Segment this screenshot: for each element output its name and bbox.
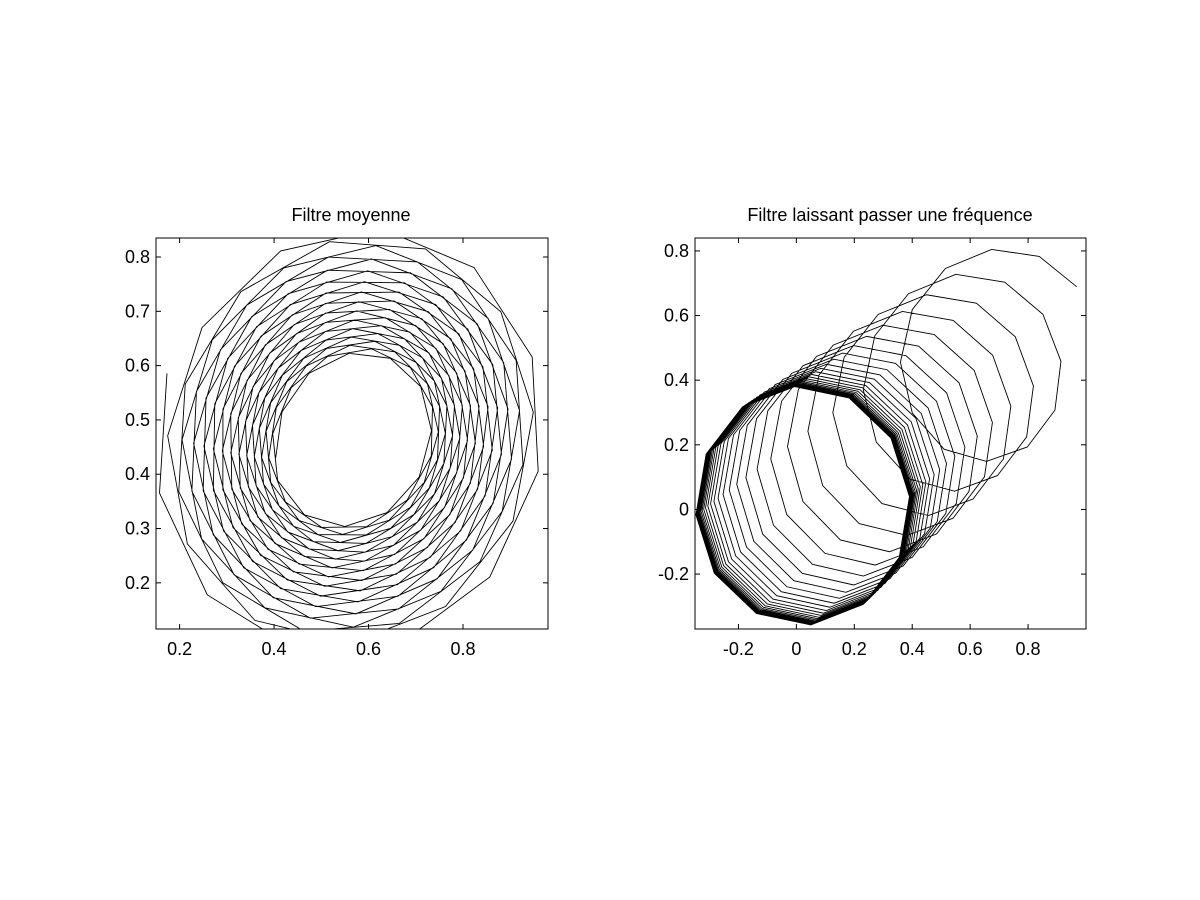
y-tick-label: 0.2 bbox=[125, 573, 150, 593]
y-tick-label: 0.2 bbox=[664, 435, 689, 455]
x-axis-left: 0.2 0.4 0.6 0.8 bbox=[167, 238, 476, 659]
x-tick-label: 0.8 bbox=[1016, 639, 1041, 659]
x-tick-label: 0.8 bbox=[450, 639, 475, 659]
plot-area-left bbox=[159, 238, 539, 629]
y-tick-label: 0.6 bbox=[664, 306, 689, 326]
chart-title-left: Filtre moyenne bbox=[291, 205, 410, 225]
series-line-spiral bbox=[159, 238, 539, 629]
x-tick-label: 0.4 bbox=[262, 639, 287, 659]
y-tick-label: 0.4 bbox=[664, 370, 689, 390]
chart-title-right: Filtre laissant passer une fréquence bbox=[747, 205, 1032, 225]
y-tick-label: 0 bbox=[679, 499, 689, 519]
x-tick-label: 0.4 bbox=[900, 639, 925, 659]
subplot-filtre-frequence: Filtre laissant passer une fréquence -0.… bbox=[658, 205, 1087, 659]
subplot-filtre-moyenne: Filtre moyenne 0.2 0.4 0.6 0.8 0.2 0.3 0.4 0.5… bbox=[125, 205, 549, 659]
x-tick-label: -0.2 bbox=[723, 639, 754, 659]
y-tick-label: 0.8 bbox=[664, 241, 689, 261]
y-tick-label: 0.7 bbox=[125, 301, 150, 321]
x-tick-label: 0.6 bbox=[958, 639, 983, 659]
y-tick-label: 0.6 bbox=[125, 356, 150, 376]
y-axis-left: 0.2 0.3 0.4 0.5 0.6 0.7 0.8 bbox=[125, 247, 548, 593]
x-tick-label: 0.2 bbox=[167, 639, 192, 659]
y-tick-label: 0.5 bbox=[125, 410, 150, 430]
x-tick-label: 0.2 bbox=[842, 639, 867, 659]
y-tick-label: -0.2 bbox=[658, 564, 689, 584]
y-tick-label: 0.8 bbox=[125, 247, 150, 267]
x-tick-label: 0.6 bbox=[356, 639, 381, 659]
x-tick-label: 0 bbox=[791, 639, 801, 659]
plot-area-right bbox=[695, 248, 1077, 626]
y-tick-label: 0.4 bbox=[125, 464, 150, 484]
y-axis-right: -0.2 0 0.2 0.4 0.6 0.8 bbox=[658, 241, 1086, 584]
x-axis-right: -0.2 0 0.2 0.4 0.6 0.8 bbox=[723, 238, 1041, 659]
axes-frame-left bbox=[155, 237, 549, 630]
axes-frame-right bbox=[694, 237, 1087, 630]
series-line-drifting-loops bbox=[695, 248, 1077, 626]
y-tick-label: 0.3 bbox=[125, 519, 150, 539]
